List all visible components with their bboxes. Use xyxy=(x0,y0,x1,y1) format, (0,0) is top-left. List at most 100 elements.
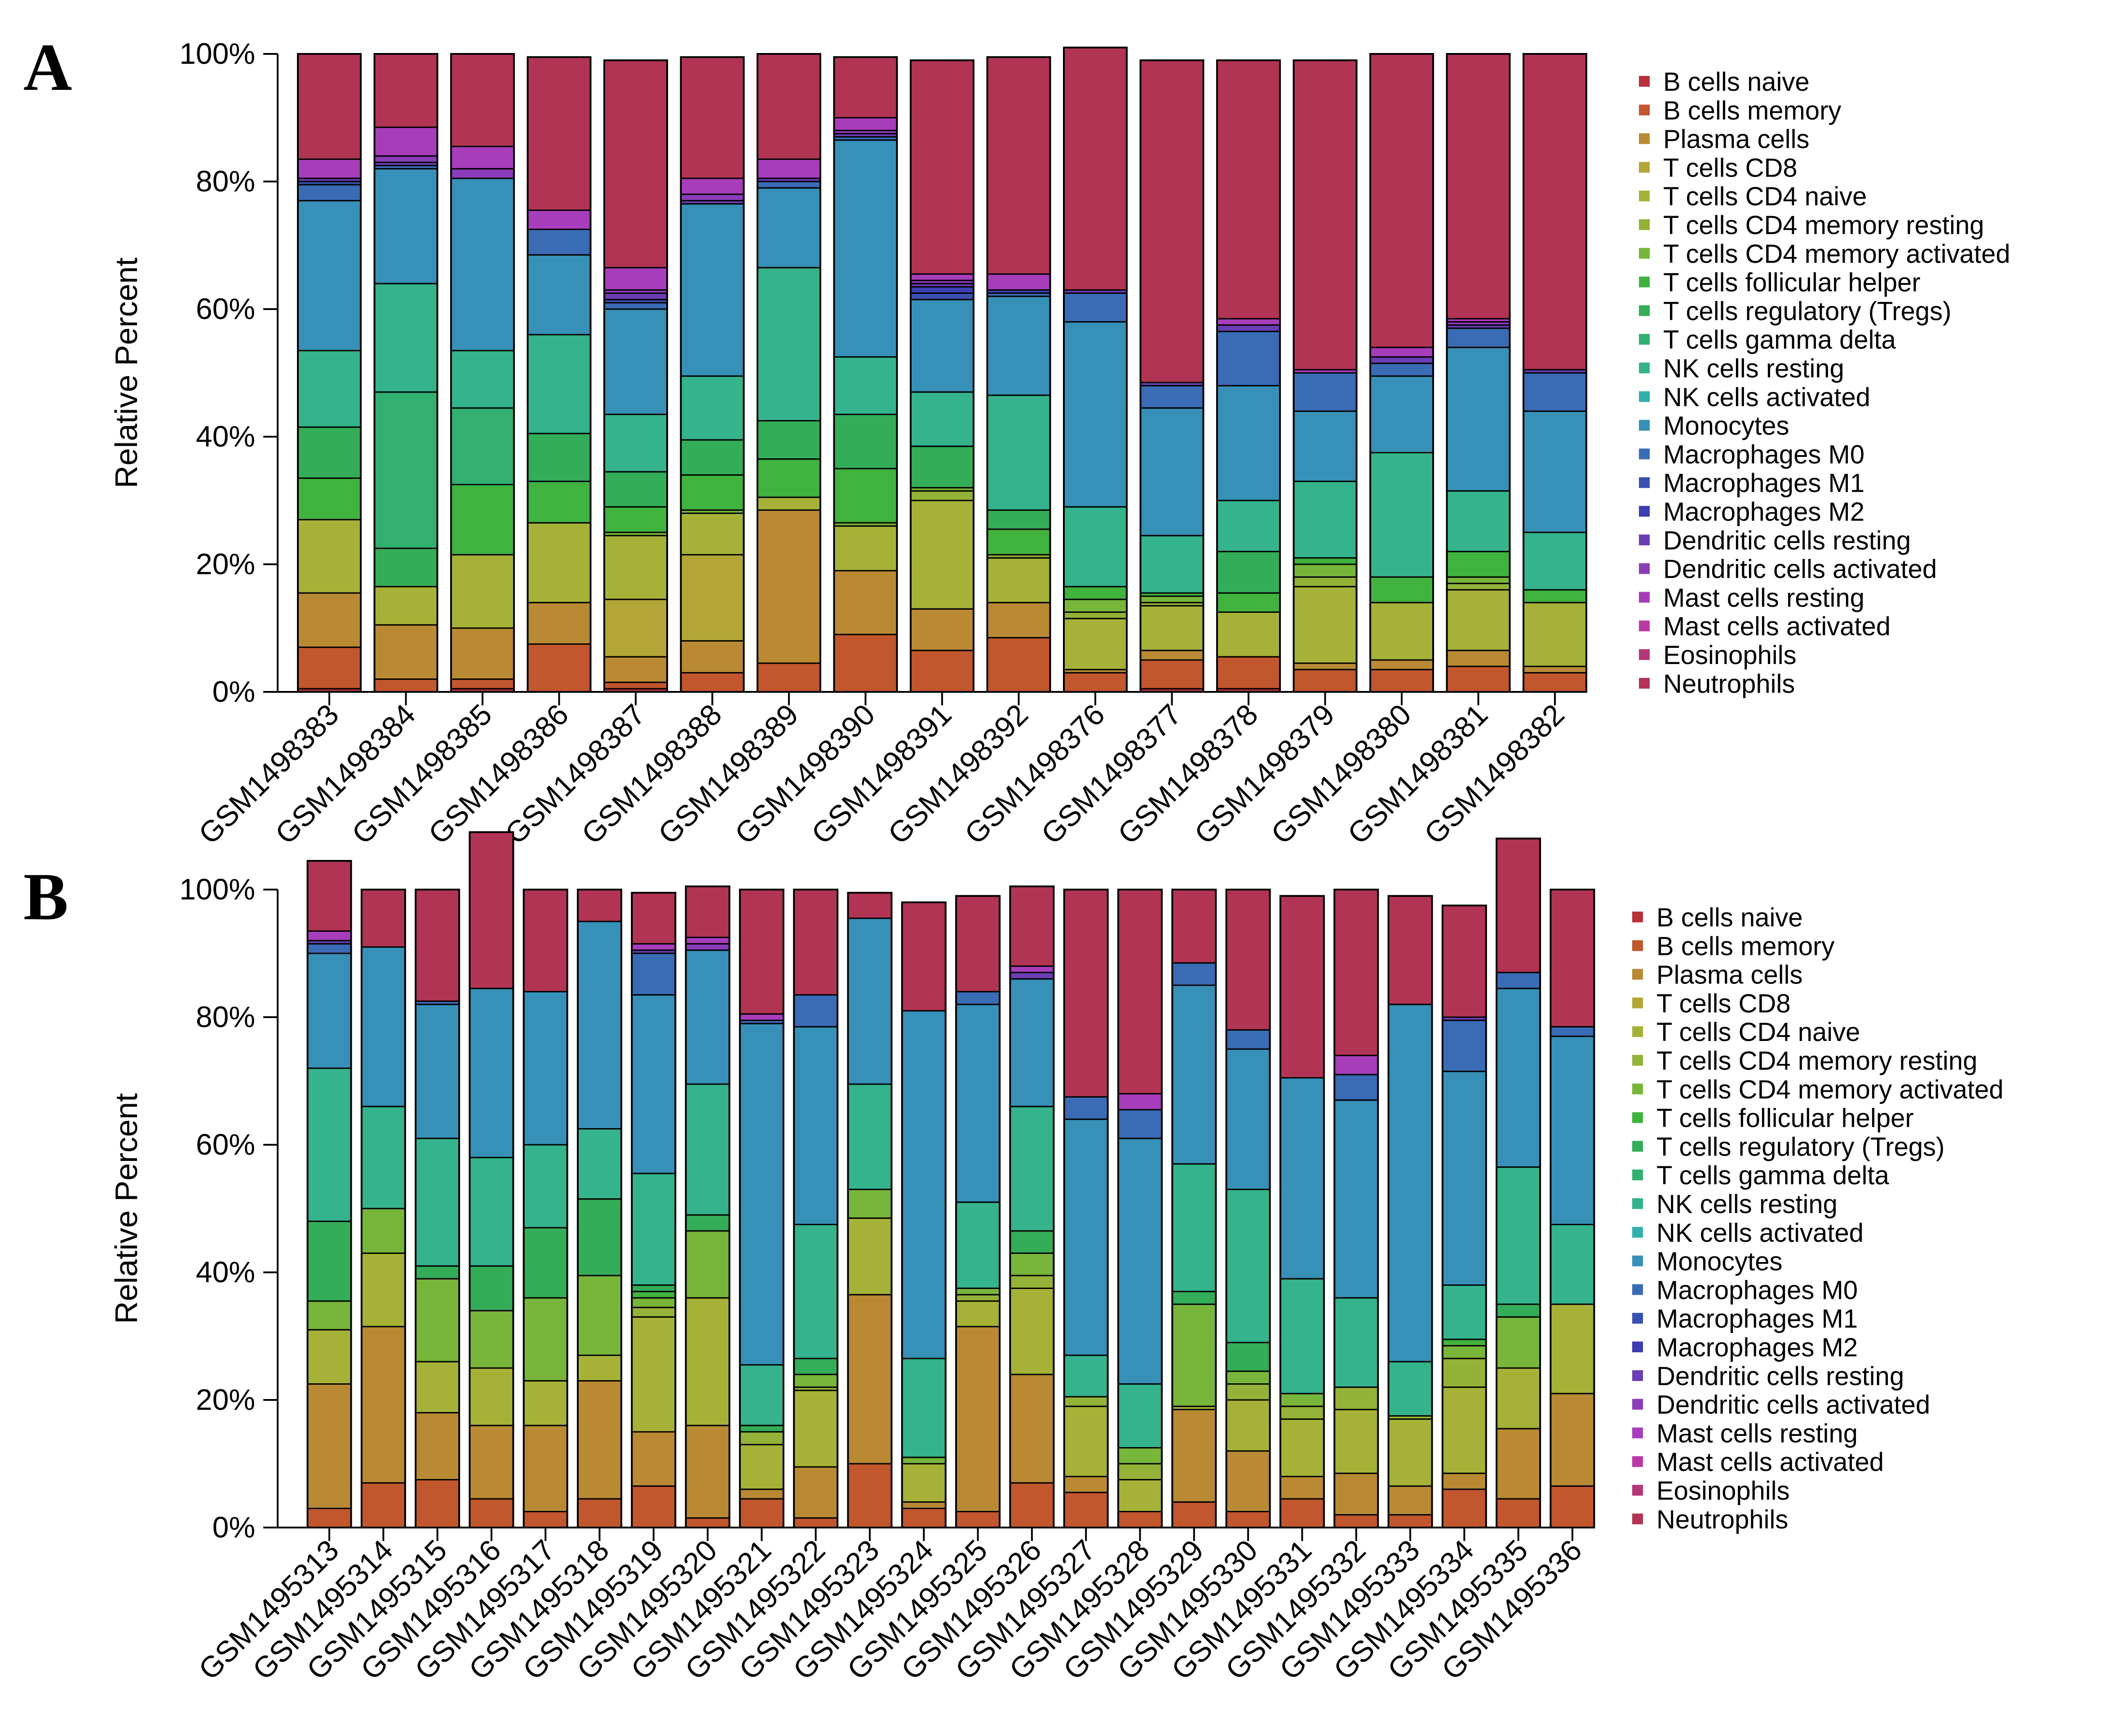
bar-segment-monocytes xyxy=(1140,407,1204,536)
y-axis-title: Relative Percent xyxy=(109,1093,144,1324)
legend-label: B cells memory xyxy=(1663,96,1841,125)
bar-segment-t-cells-cd4-memory-resting xyxy=(910,490,974,501)
bar-segment-nk-cells-resting xyxy=(910,391,974,447)
bar-segment-macrophages-m0 xyxy=(955,991,1001,1005)
bar-segment-monocytes xyxy=(1216,385,1281,501)
legend-label: T cells CD4 memory activated xyxy=(1656,1075,2004,1104)
bar-segment-plasma-cells xyxy=(1550,1393,1595,1487)
bar-segment-t-cells-cd4-memory-activated xyxy=(415,1278,460,1363)
bar-segment-neutrophils xyxy=(1226,889,1271,1031)
legend-label: Macrophages M2 xyxy=(1663,497,1864,527)
bar-segment-macrophages-m0 xyxy=(1293,372,1357,412)
bar-segment-monocytes xyxy=(307,952,352,1069)
bar-segment-neutrophils xyxy=(527,56,591,211)
bar-segment-mast-cells-resting xyxy=(680,177,744,195)
legend-swatch-dendritic-cells-activated xyxy=(1632,1399,1643,1410)
bar-GSM1498383 xyxy=(297,53,362,693)
legend-swatch-macrophages-m0 xyxy=(1639,448,1650,460)
legend-label: Macrophages M1 xyxy=(1656,1304,1858,1333)
bar-segment-nk-cells-resting xyxy=(680,375,744,441)
legend-swatch-b-cells-naive xyxy=(1639,76,1650,87)
bar-segment-neutrophils xyxy=(910,59,974,275)
legend-swatch-mast-cells-activated xyxy=(1632,1456,1643,1467)
bar-segment-t-cells-regulatory-tregs xyxy=(685,1214,731,1232)
bar-segment-neutrophils xyxy=(680,56,744,179)
bar-segment-plasma-cells xyxy=(1388,1485,1433,1516)
bar-segment-mast-cells-resting xyxy=(1117,1093,1163,1111)
legend-swatch-nk-cells-activated xyxy=(1639,391,1650,402)
bar-segment-plasma-cells xyxy=(955,1326,1001,1512)
bar-segment-t-cells-cd4-memory-resting xyxy=(1063,1396,1109,1407)
y-tick-label: 20% xyxy=(196,547,255,580)
bar-segment-plasma-cells xyxy=(415,1412,460,1480)
bar-segment-mast-cells-resting xyxy=(987,273,1051,291)
bar-segment-nk-cells-resting xyxy=(361,1106,406,1209)
bar-segment-nk-cells-resting xyxy=(685,1083,731,1216)
bar-segment-nk-cells-resting xyxy=(1550,1224,1595,1305)
legend-swatch-t-cells-cd4-memory-resting xyxy=(1632,1055,1643,1066)
bar-segment-plasma-cells xyxy=(1496,1428,1541,1500)
bar-segment-neutrophils xyxy=(1063,889,1109,1098)
bar-segment-macrophages-m0 xyxy=(1369,363,1434,377)
panel-letter-b: B xyxy=(23,859,68,934)
bar-GSM1498376 xyxy=(1063,46,1128,693)
legend-label: Macrophages M2 xyxy=(1656,1333,1858,1362)
bar-segment-dendritic-cells-resting xyxy=(603,292,668,301)
bar-segment-b-cells-memory xyxy=(1171,1501,1217,1528)
bar-segment-mast-cells-resting xyxy=(450,146,515,170)
bar-segment-t-cells-regulatory-tregs xyxy=(415,1265,460,1280)
bar-segment-plasma-cells xyxy=(1442,1472,1487,1490)
bar-segment-t-cells-cd4-memory-activated xyxy=(1226,1370,1271,1385)
legend-label: T cells CD4 naive xyxy=(1656,1018,1860,1047)
bar-segment-monocytes xyxy=(1442,1071,1487,1286)
bar-segment-b-cells-memory xyxy=(757,662,821,693)
bar-GSM1498387 xyxy=(603,59,668,693)
bar-segment-t-cells-cd4-naive xyxy=(1226,1399,1271,1452)
bar-segment-neutrophils xyxy=(685,886,731,939)
bar-segment-macrophages-m0 xyxy=(307,943,352,954)
bar-segment-t-cells-cd4-naive xyxy=(415,1361,460,1413)
legend-label: T cells follicular helper xyxy=(1656,1104,1914,1133)
bar-segment-plasma-cells xyxy=(527,602,591,645)
legend-swatch-t-cells-cd4-memory-resting xyxy=(1639,219,1650,230)
bar-segment-neutrophils xyxy=(1442,905,1487,1018)
legend-swatch-nk-cells-activated xyxy=(1632,1227,1643,1238)
bar-GSM1495330 xyxy=(1225,889,1271,1528)
bar-segment-macrophages-m0 xyxy=(1523,372,1587,412)
bar-segment-t-cells-regulatory-tregs xyxy=(374,548,438,588)
legend-swatch-b-cells-naive xyxy=(1632,912,1643,922)
bar-segment-neutrophils xyxy=(1280,895,1325,1079)
bar-GSM1498382 xyxy=(1523,53,1587,693)
legend-swatch-t-cells-gamma-delta xyxy=(1632,1169,1643,1181)
bar-segment-mast-cells-resting xyxy=(1369,346,1434,358)
bar-segment-t-cells-regulatory-tregs xyxy=(603,471,668,508)
legend-swatch-macrophages-m2 xyxy=(1632,1342,1643,1352)
legend-swatch-neutrophils xyxy=(1639,678,1650,689)
bar-segment-neutrophils xyxy=(987,56,1051,275)
bar-segment-mast-cells-resting xyxy=(1009,965,1054,974)
legend-swatch-t-cells-cd4-naive xyxy=(1632,1026,1643,1037)
legend-swatch-plasma-cells xyxy=(1632,969,1643,980)
bar-segment-monocytes xyxy=(1550,1036,1595,1226)
bar-segment-plasma-cells xyxy=(1369,659,1434,670)
bar-segment-mast-cells-resting xyxy=(631,943,676,951)
bar-segment-monocytes xyxy=(1333,1099,1379,1299)
bar-segment-b-cells-memory xyxy=(1496,1498,1541,1528)
bar-segment-t-cells-cd4-memory-resting xyxy=(1226,1383,1271,1401)
bar-segment-t-cells-cd4-memory-activated xyxy=(1063,598,1128,613)
bar-segment-plasma-cells xyxy=(1226,1450,1271,1513)
bar-GSM1495322 xyxy=(793,889,839,1528)
legend-swatch-monocytes xyxy=(1639,420,1650,431)
bar-segment-plasma-cells xyxy=(297,592,362,648)
bar-segment-t-cells-regulatory-tregs xyxy=(1009,1230,1054,1254)
bar-segment-b-cells-memory xyxy=(1280,1498,1325,1528)
y-tick-label: 80% xyxy=(196,1000,255,1033)
bar-segment-monocytes xyxy=(955,1004,1001,1203)
bar-segment-t-cells-cd8 xyxy=(680,554,744,642)
bar-segment-monocytes xyxy=(374,168,438,284)
legend-swatch-macrophages-m1 xyxy=(1639,477,1650,488)
bar-segment-b-cells-memory xyxy=(361,1482,406,1528)
bar-segment-mast-cells-resting xyxy=(307,930,352,942)
bar-segment-t-cells-cd4-naive xyxy=(1550,1303,1595,1395)
